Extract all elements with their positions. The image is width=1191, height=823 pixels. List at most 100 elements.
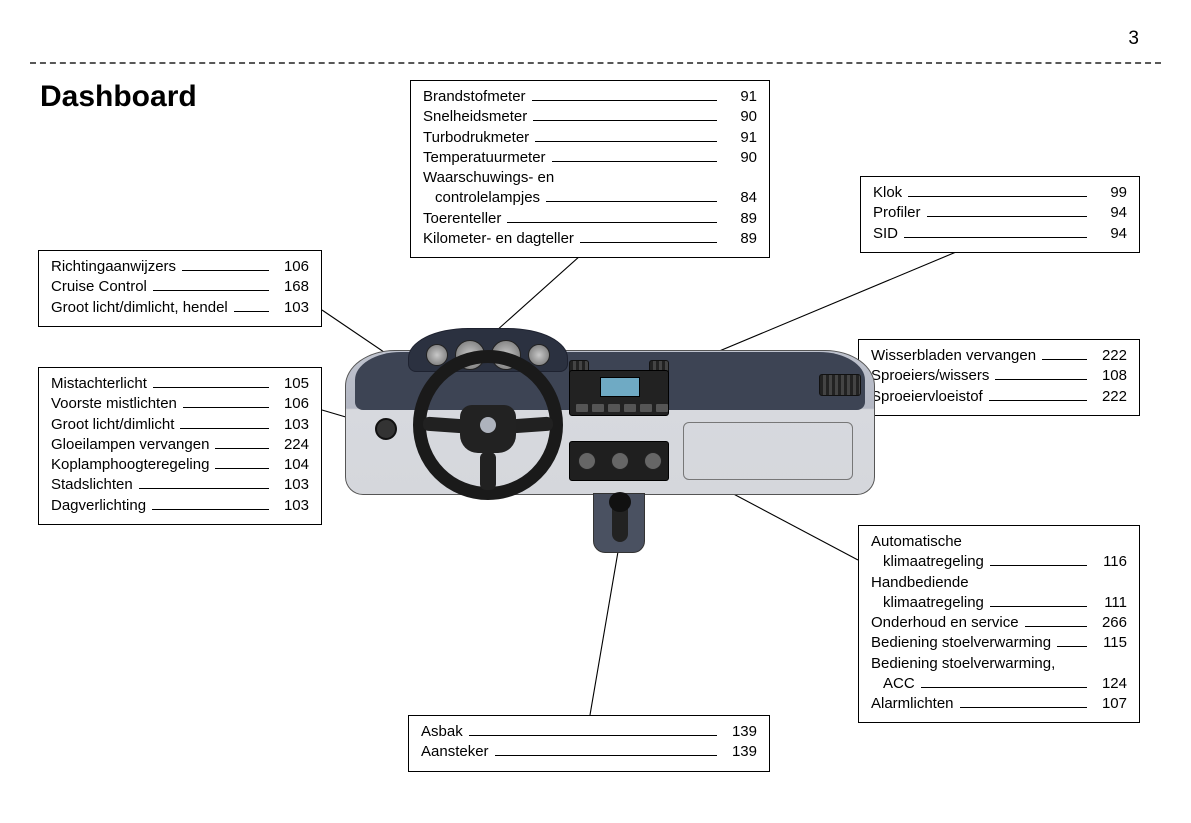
index-row: klimaatregeling 111 (871, 593, 1127, 613)
leader-line (215, 456, 269, 470)
index-label: Groot licht/dimlicht (51, 415, 174, 435)
index-row: Dagverlichting103 (51, 496, 309, 516)
leader-line (1057, 634, 1087, 648)
index-row: Aansteker139 (421, 742, 757, 762)
index-row: Brandstofmeter91 (423, 87, 757, 107)
index-row: Onderhoud en service 266 (871, 613, 1127, 633)
leader-line (990, 593, 1087, 607)
leader-line (153, 375, 269, 389)
index-row: Snelheidsmeter90 (423, 107, 757, 127)
radio-button-icon (576, 404, 588, 412)
index-label: Temperatuurmeter (423, 148, 546, 168)
callout-box-sid: Klok 99Profiler94SID94 (860, 176, 1140, 253)
index-label: Asbak (421, 722, 463, 742)
leader-line (960, 695, 1087, 709)
index-label: Snelheidsmeter (423, 107, 527, 127)
index-label: klimaatregeling (871, 593, 984, 613)
index-row: Handbediende (871, 573, 1127, 593)
callout-box-climate: Automatischeklimaatregeling116Handbedien… (858, 525, 1140, 723)
index-row: Richtingaanwijzers106 (51, 257, 309, 277)
index-row: SID94 (873, 224, 1127, 244)
index-page: 91 (723, 87, 757, 107)
index-label: Koplamphoogteregeling (51, 455, 209, 475)
index-row: Asbak139 (421, 722, 757, 742)
leader-line (546, 189, 717, 203)
glovebox (683, 422, 853, 480)
leader-line (215, 435, 269, 449)
index-row: Sproeiers/wissers 108 (871, 366, 1127, 386)
index-page: 90 (723, 148, 757, 168)
index-page: 103 (275, 475, 309, 495)
index-label: Handbediende (871, 573, 969, 593)
radio-button-icon (640, 404, 652, 412)
index-label: Automatische (871, 532, 962, 552)
index-row: Wisserbladen vervangen 222 (871, 346, 1127, 366)
steering-wheel (413, 350, 563, 500)
index-row: Alarmlichten 107 (871, 694, 1127, 714)
hvac-panel (569, 441, 669, 481)
leader-line (180, 415, 269, 429)
index-label: Onderhoud en service (871, 613, 1019, 633)
leader-line (183, 395, 269, 409)
index-label: Sproeiers/wissers (871, 366, 989, 386)
index-page: 99 (1093, 183, 1127, 203)
index-page: 89 (723, 209, 757, 229)
index-label: Kilometer- en dagteller (423, 229, 574, 249)
index-label: Dagverlichting (51, 496, 146, 516)
index-row: Profiler94 (873, 203, 1127, 223)
index-label: controlelampjes (423, 188, 540, 208)
index-label: Alarmlichten (871, 694, 954, 714)
index-row: Turbodrukmeter 91 (423, 128, 757, 148)
index-page: 222 (1093, 387, 1127, 407)
index-page: 84 (723, 188, 757, 208)
index-page: 104 (275, 455, 309, 475)
index-page: 94 (1093, 224, 1127, 244)
index-row: Sproeiervloeistof222 (871, 387, 1127, 407)
index-row: Gloeilampen vervangen224 (51, 435, 309, 455)
ignition-switch-icon (375, 418, 397, 440)
leader-line (921, 674, 1087, 688)
radio-button-icon (608, 404, 620, 412)
callout-box-stalks: Richtingaanwijzers106Cruise Control168Gr… (38, 250, 322, 327)
center-stack (563, 348, 675, 533)
index-row: Cruise Control168 (51, 277, 309, 297)
index-page: 91 (723, 128, 757, 148)
wheel-hub (460, 405, 516, 453)
index-page: 222 (1093, 346, 1127, 366)
index-label: Bediening stoelverwarming (871, 633, 1051, 653)
index-page: 111 (1093, 593, 1127, 613)
index-page: 103 (275, 298, 309, 318)
leader-line (927, 204, 1087, 218)
index-page: 107 (1093, 694, 1127, 714)
top-rule (30, 62, 1161, 64)
index-row: Groot licht/dimlicht, hendel 103 (51, 298, 309, 318)
leader-line (139, 476, 269, 490)
index-label: Richtingaanwijzers (51, 257, 176, 277)
leader-line (495, 743, 717, 757)
index-row: Toerenteller89 (423, 209, 757, 229)
index-page: 266 (1093, 613, 1127, 633)
index-label: Wisserbladen vervangen (871, 346, 1036, 366)
index-label: Klok (873, 183, 902, 203)
leader-line (1042, 347, 1087, 361)
index-label: Mistachterlicht (51, 374, 147, 394)
callout-box-gauges: Brandstofmeter91Snelheidsmeter90Turbodru… (410, 80, 770, 258)
leader-line (469, 723, 717, 737)
index-row: Koplamphoogteregeling 104 (51, 455, 309, 475)
index-label: Turbodrukmeter (423, 128, 529, 148)
leader-line (533, 108, 717, 122)
index-row: klimaatregeling116 (871, 552, 1127, 572)
index-page: 108 (1093, 366, 1127, 386)
index-row: Automatische (871, 532, 1127, 552)
index-label: Stadslichten (51, 475, 133, 495)
index-row: Temperatuurmeter 90 (423, 148, 757, 168)
index-label: Groot licht/dimlicht, hendel (51, 298, 228, 318)
index-label: Bediening stoelverwarming, (871, 654, 1055, 674)
index-row: Bediening stoelverwarming115 (871, 633, 1127, 653)
hvac-knob-icon (578, 452, 596, 470)
index-row: ACC124 (871, 674, 1127, 694)
index-page: 106 (275, 394, 309, 414)
shifter-console (593, 493, 645, 553)
leader-line (182, 258, 269, 272)
index-page: 103 (275, 415, 309, 435)
